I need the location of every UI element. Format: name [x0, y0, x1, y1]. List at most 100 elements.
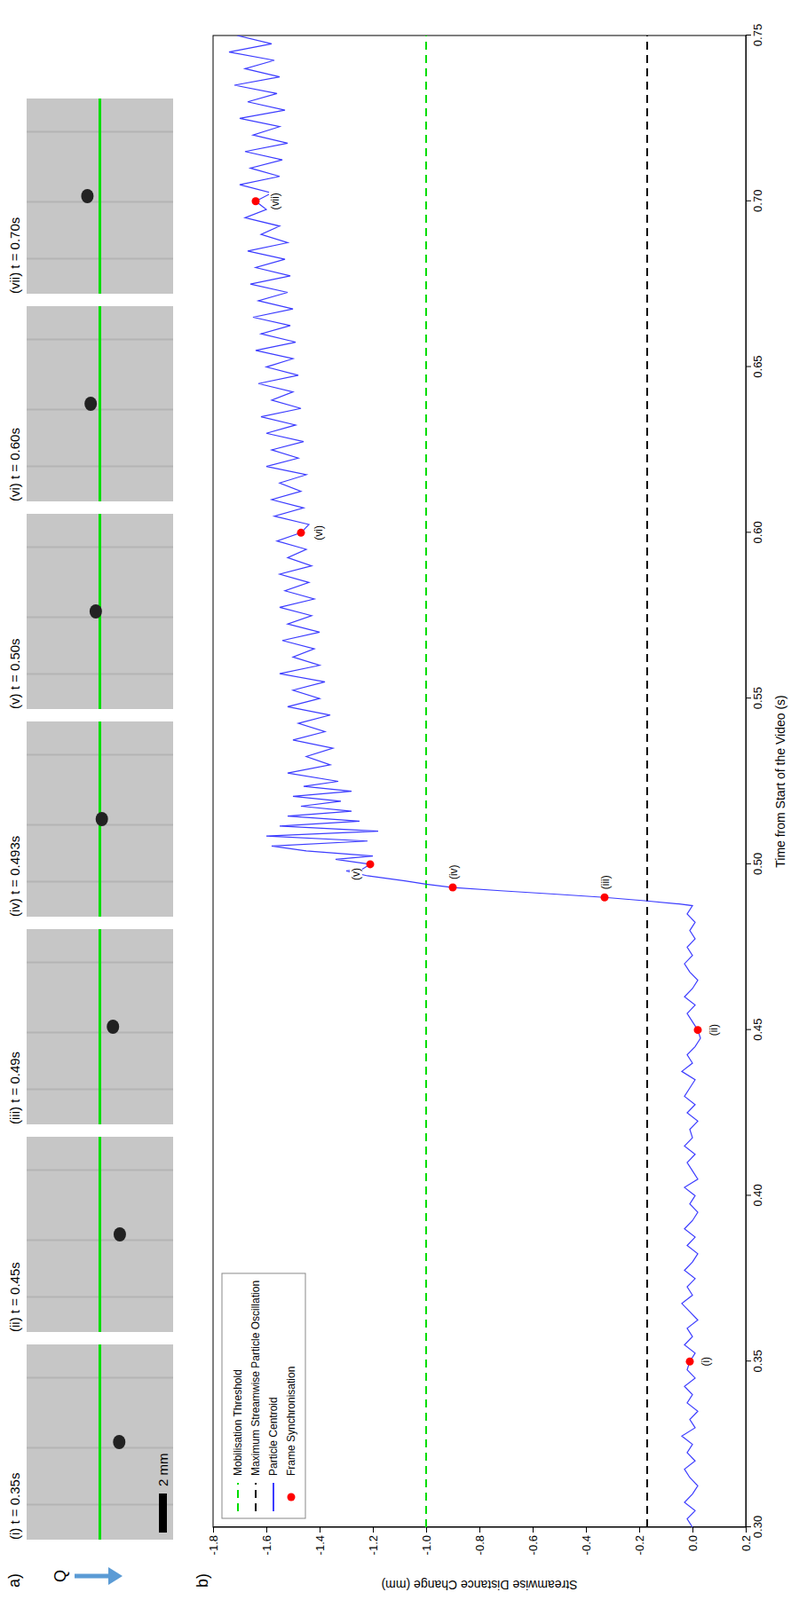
tick-mark — [479, 1527, 481, 1534]
frame-image — [26, 929, 174, 1125]
tick: 0.35 — [745, 1350, 765, 1373]
marker-label-group: (i) — [699, 1356, 712, 1369]
tick: 0.60 — [745, 521, 765, 544]
tick-label: 0.50 — [751, 853, 765, 876]
tick: -0.2 — [632, 1527, 647, 1556]
tick-mark — [745, 1029, 752, 1031]
tick-mark — [745, 34, 752, 36]
frame-image — [26, 721, 174, 918]
tick-label: 0.40 — [751, 1184, 765, 1207]
frame-marker — [694, 1026, 703, 1035]
frame-label: (iii) t = 0.49s — [7, 1052, 23, 1125]
label-patch — [707, 1023, 720, 1037]
panel-label: a) — [5, 1574, 24, 1589]
frame — [26, 514, 174, 710]
legend-swatch — [254, 1483, 257, 1512]
axis-line — [746, 35, 752, 1528]
legend-label: Mobilisation Threshold — [231, 1369, 245, 1477]
y-axis: 0.20.0-0.2-0.4-0.6-0.8-1.0-1.2-1.4-1.6-1… — [206, 1527, 753, 1557]
marker-label-group: (iii) — [599, 874, 612, 891]
label-patch — [349, 867, 363, 882]
tick-label: 0.70 — [751, 189, 765, 213]
tick-mark — [692, 1527, 694, 1534]
particle — [84, 396, 97, 412]
particle — [113, 1227, 127, 1243]
frame-marker — [366, 860, 375, 869]
frames — [26, 98, 174, 1541]
tick-label: 0.30 — [751, 1516, 765, 1539]
tick-mark — [745, 863, 752, 865]
tick-label: -1.8 — [206, 1535, 221, 1556]
reference-line — [98, 98, 102, 294]
tick-mark — [745, 697, 752, 699]
label-patch — [312, 524, 325, 542]
frame-image — [26, 306, 174, 502]
tick-mark — [745, 366, 752, 368]
marker-labels: (i) (ii) (iii) (iv) (v) (vi) (vii) — [268, 191, 720, 1368]
tick-mark — [585, 1527, 587, 1534]
x-axis-title: Time from Start of the Video (s) — [773, 695, 788, 869]
marker-label: (vi) — [312, 525, 325, 541]
axis-line — [213, 1527, 747, 1535]
tick-mark — [745, 1527, 747, 1534]
tick: -0.6 — [526, 1527, 540, 1556]
frame-label: (i) t = 0.35s — [7, 1473, 23, 1541]
marker-label-group: (v) — [349, 867, 363, 882]
flow-label: Q — [51, 1570, 70, 1583]
plot-frame — [213, 35, 746, 1528]
particle — [106, 1020, 119, 1035]
legend-swatch — [287, 1494, 296, 1503]
tick: -1.0 — [419, 1527, 434, 1556]
tick-mark — [266, 1527, 268, 1534]
marker-label-group: (vi) — [312, 524, 325, 542]
legend-swatch — [272, 1483, 275, 1512]
frame-label: (vi) t = 0.60s — [7, 427, 23, 502]
tick-label: -0.2 — [632, 1535, 647, 1556]
tick-mark — [745, 200, 752, 202]
flow-arrow-head — [108, 1567, 123, 1586]
legend-swatch — [237, 1483, 239, 1512]
tick-label: -1.4 — [313, 1535, 327, 1556]
tick: -1.6 — [260, 1527, 274, 1556]
tick-label: 0.60 — [751, 521, 765, 544]
reference-line — [98, 1137, 102, 1333]
tick: 0.45 — [745, 1019, 765, 1042]
tick: -1.2 — [366, 1527, 380, 1556]
frame-marker — [252, 197, 261, 206]
frame-image — [26, 98, 174, 294]
tick-mark — [426, 1527, 428, 1534]
legend-label: Maximum Streamwise Particle Oscillation — [249, 1281, 262, 1477]
marker-label-group: (vii) — [268, 191, 282, 211]
tick: 0.75 — [745, 23, 765, 47]
legend: Mobilisation Threshold Maximum Streamwise… — [221, 1273, 306, 1519]
legend-box — [221, 1273, 306, 1519]
threshold-line — [646, 35, 649, 1528]
tick-label: 0.65 — [751, 355, 765, 378]
frame-label: (iv) t = 0.493s — [7, 836, 23, 918]
particle — [89, 604, 103, 619]
label-patch — [699, 1356, 712, 1369]
frame-label: (ii) t = 0.45s — [7, 1262, 23, 1333]
tick-label: -0.6 — [526, 1535, 540, 1556]
scale-bar — [158, 1494, 167, 1534]
scale-bar-label: 2 mm — [155, 1454, 171, 1488]
marker-label: (iii) — [599, 875, 612, 890]
frame-marker — [686, 1358, 695, 1367]
marker-label-group: (iv) — [447, 863, 460, 881]
tick: -0.4 — [579, 1527, 594, 1556]
frame — [26, 929, 174, 1125]
tick-mark — [532, 1527, 534, 1534]
legend-label: Particle Centroid — [267, 1397, 280, 1477]
tick-mark — [213, 1527, 214, 1534]
legend-label: Frame Synchronisation — [284, 1367, 298, 1477]
reference-line — [98, 1344, 102, 1541]
tick: -1.8 — [206, 1527, 221, 1556]
particle — [80, 189, 94, 204]
tick-label: -0.8 — [473, 1535, 487, 1556]
tick-mark — [372, 1527, 374, 1534]
tick: 0.50 — [745, 853, 765, 876]
marker-label-group: (ii) — [707, 1023, 720, 1037]
tick-mark — [745, 1526, 752, 1528]
marker-label: (i) — [699, 1357, 712, 1368]
frame-image — [26, 1344, 174, 1541]
